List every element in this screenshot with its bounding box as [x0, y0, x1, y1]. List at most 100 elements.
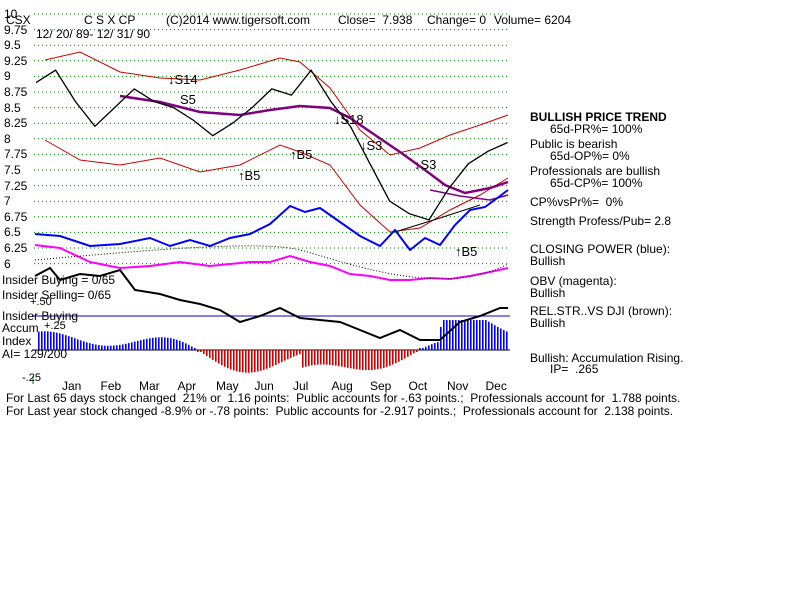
accum-bar [221, 350, 223, 366]
accum-bar [74, 338, 76, 350]
month-label: Oct [408, 379, 428, 393]
accum-bar [56, 332, 58, 350]
signal-s14-label: ↓S14 [168, 72, 198, 87]
accum-bar [323, 350, 325, 365]
y-tick-label: 8.25 [4, 116, 28, 131]
accum-bar [251, 350, 253, 373]
accum-bar [185, 343, 187, 350]
y-tick-label: 8.5 [4, 100, 21, 115]
y-tick-label: 9 [4, 69, 11, 84]
signal-b5-label-a: ↑B5 [238, 168, 261, 183]
accum-bar [398, 350, 400, 362]
accum-bar [311, 350, 313, 366]
accum-bar [152, 337, 154, 350]
accum-bar [296, 350, 298, 356]
accum-bar [254, 350, 256, 373]
accum-bar [506, 331, 508, 350]
month-label: Sep [370, 379, 392, 393]
accum-bar [161, 337, 163, 350]
accum-bar [173, 338, 175, 350]
accum-bar [107, 345, 109, 350]
accum-bar [395, 350, 397, 364]
y-tick-label: 6 [4, 256, 11, 271]
accum-bar [209, 350, 211, 358]
accum-bar [212, 350, 214, 360]
accum-bar [371, 350, 373, 370]
accum-bar [89, 343, 91, 350]
month-label: Mar [139, 379, 160, 393]
accum-bar [113, 345, 115, 350]
accum-bar [188, 344, 190, 350]
accum-bar [116, 345, 118, 350]
accum-bar [269, 350, 271, 368]
accum-bar [419, 348, 421, 350]
trend-heading: BULLISH PRICE TREND [530, 110, 667, 124]
accum-bar [257, 350, 259, 372]
accum-bar [170, 338, 172, 350]
accum-bar [86, 342, 88, 350]
accum-bar [344, 350, 346, 368]
accum-bar [194, 348, 196, 350]
accum-bar [263, 350, 265, 370]
lower-band-line [44, 139, 509, 233]
accum-bar [233, 350, 235, 371]
accum-bar [362, 350, 364, 370]
volume-label: Volume= 6204 [494, 13, 572, 27]
accum-bar [473, 320, 475, 350]
y-tick-label: 7.75 [4, 147, 28, 162]
accum-bar [98, 345, 100, 350]
accum-bar [461, 320, 463, 350]
accum-bar [413, 350, 415, 354]
accum-bar [380, 350, 382, 369]
month-label: Jun [254, 379, 274, 393]
accum-bar [53, 332, 55, 350]
accum-bar [347, 350, 349, 368]
insider-buying-label: Insider Buying [2, 309, 79, 323]
y-tick-label: 9.25 [4, 53, 28, 68]
accum-bar [389, 350, 391, 366]
accum-bar [167, 337, 169, 350]
accum-bar [59, 333, 61, 350]
signal-s5-label: S5 [180, 92, 196, 107]
accum-bar [158, 337, 160, 350]
month-label: Jan [62, 379, 82, 393]
accum-bar [317, 350, 319, 365]
accum-bar [416, 350, 418, 352]
accum-status: Bullish: Accumulation Rising. [530, 351, 684, 365]
accum-bar [218, 350, 220, 364]
accum-bar [359, 350, 361, 370]
accum-bar [341, 350, 343, 367]
accum-bar [326, 350, 328, 365]
relstr-heading: REL.STR..VS DJI (brown): [530, 304, 673, 318]
accum-bar [203, 350, 205, 354]
accum-bar [110, 345, 112, 350]
signal-s18-label: ↓S18 [334, 112, 364, 127]
accum-bar [437, 342, 439, 350]
accum-minus25-label: -.25 [22, 372, 41, 384]
upper-band-line [44, 51, 509, 156]
accum-bar [500, 328, 502, 350]
accum-bar [443, 320, 445, 350]
moving-average-line [119, 94, 509, 195]
signal-b5-label-b: ↑B5 [290, 147, 313, 162]
accum-bar [353, 350, 355, 369]
y-tick-label: 9.75 [4, 22, 28, 37]
accum-bar [467, 320, 469, 350]
accum-bar [407, 350, 409, 357]
accum-bar [65, 335, 67, 350]
accum-bar [386, 350, 388, 367]
accum-bar [83, 341, 85, 350]
accum-bar [287, 350, 289, 360]
accum-bar [338, 350, 340, 367]
accum-bar [482, 320, 484, 350]
accum-plus25-label: +.25 [44, 320, 66, 332]
accum-bar [329, 350, 331, 365]
accum-bar [101, 345, 103, 350]
obv-status: Bullish [530, 286, 566, 300]
y-tick-label: 6.5 [4, 225, 21, 240]
accum-bar [335, 350, 337, 366]
accum-bar [476, 320, 478, 350]
accum-bar [215, 350, 217, 362]
public-status: Public is bearish [530, 137, 618, 151]
